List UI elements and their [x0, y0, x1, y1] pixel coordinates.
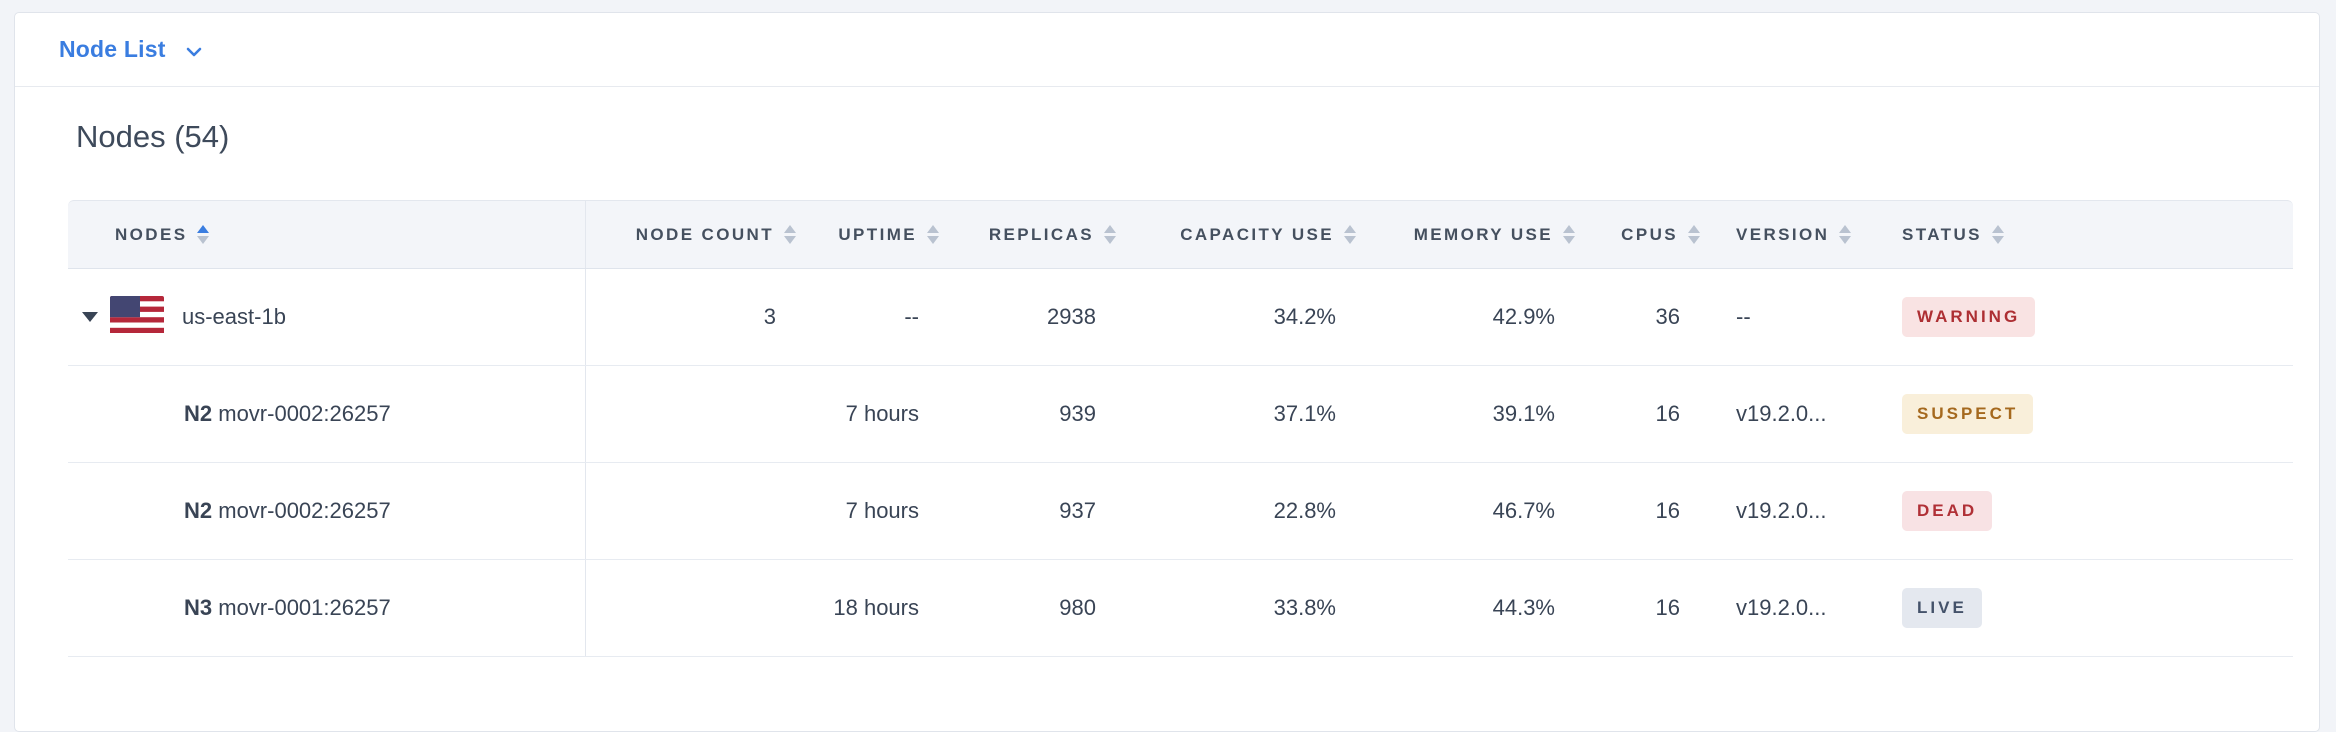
node-row[interactable]: N2 movr-0002:26257 7 hours 939 37.1% 39.…: [68, 366, 2293, 463]
column-header-label: REPLICAS: [988, 224, 1094, 244]
node-list-dropdown[interactable]: Node List: [59, 36, 204, 63]
sort-icon: [1104, 225, 1116, 244]
sort-icon: [1344, 225, 1356, 244]
cpus-cell: 16: [1655, 401, 1680, 426]
column-header-label: MEMORY USE: [1413, 224, 1553, 244]
node-name-cell: N2 movr-0002:26257: [68, 366, 586, 462]
node-name-cell: N3 movr-0001:26257: [68, 560, 586, 656]
column-header-nodes[interactable]: NODES: [68, 201, 586, 268]
node-id: N2: [184, 498, 213, 523]
sort-icon: [197, 225, 210, 244]
node-count-cell: [586, 463, 808, 559]
column-header-memory-use[interactable]: MEMORY USE: [1368, 201, 1587, 268]
column-header-version[interactable]: VERSION: [1712, 201, 1878, 268]
node-address: movr-0001:26257: [218, 595, 391, 620]
collapse-triangle-icon[interactable]: [82, 312, 98, 322]
replicas-cell: 2938: [1047, 304, 1096, 329]
node-row[interactable]: N3 movr-0001:26257 18 hours 980 33.8% 44…: [68, 560, 2293, 657]
node-id: N3: [184, 595, 213, 620]
memory-use-cell: 39.1%: [1492, 401, 1555, 426]
us-flag-icon: [110, 295, 164, 339]
node-id: N2: [184, 401, 213, 426]
sort-icon: [927, 225, 939, 244]
version-cell: v19.2.0...: [1736, 595, 1827, 620]
cpus-cell: 16: [1655, 498, 1680, 523]
region-name-cell: us-east-1b: [68, 269, 586, 365]
node-count-cell: [586, 560, 808, 656]
column-header-label: CAPACITY USE: [1180, 224, 1334, 244]
capacity-use-cell: 22.8%: [1273, 498, 1336, 523]
node-list-card: Node List Nodes (54) NODES NODE COUNT: [14, 12, 2320, 732]
node-count-cell: 3: [763, 304, 776, 329]
memory-use-cell: 46.7%: [1492, 498, 1555, 523]
uptime-cell: 18 hours: [833, 595, 919, 620]
column-header-uptime[interactable]: UPTIME: [808, 201, 951, 268]
status-badge: LIVE: [1902, 588, 1982, 628]
replicas-cell: 980: [1059, 595, 1096, 620]
capacity-use-cell: 34.2%: [1273, 304, 1336, 329]
status-cell: WARNING: [1878, 269, 2293, 365]
column-header-label: CPUS: [1621, 224, 1678, 244]
region-row[interactable]: us-east-1b 3 -- 2938 34.2% 42.9% 36 -- W…: [68, 269, 2293, 366]
memory-use-cell: 44.3%: [1492, 595, 1555, 620]
sort-icon: [1991, 225, 2004, 244]
uptime-cell: 7 hours: [845, 401, 919, 426]
status-badge: WARNING: [1902, 297, 2036, 337]
column-header-status[interactable]: STATUS: [1878, 201, 2293, 268]
replicas-cell: 939: [1059, 401, 1096, 426]
column-header-label: NODE COUNT: [635, 224, 774, 244]
uptime-cell: 7 hours: [845, 498, 919, 523]
cpus-cell: 36: [1655, 304, 1680, 329]
sort-icon: [1563, 225, 1575, 244]
table-header-row: NODES NODE COUNT UPTIME REPLICAS CAPACIT…: [68, 200, 2293, 269]
memory-use-cell: 42.9%: [1492, 304, 1555, 329]
nodes-table: NODES NODE COUNT UPTIME REPLICAS CAPACIT…: [68, 200, 2293, 657]
column-header-capacity-use[interactable]: CAPACITY USE: [1128, 201, 1368, 268]
version-cell: --: [1736, 304, 1751, 329]
column-header-label: VERSION: [1736, 224, 1830, 244]
replicas-cell: 937: [1059, 498, 1096, 523]
status-cell: DEAD: [1878, 463, 2293, 559]
content-area: Nodes (54) NODES NODE COUNT UPTIME REPLI…: [15, 119, 2319, 657]
capacity-use-cell: 33.8%: [1273, 595, 1336, 620]
status-cell: LIVE: [1878, 560, 2293, 656]
version-cell: v19.2.0...: [1736, 401, 1827, 426]
node-name-cell: N2 movr-0002:26257: [68, 463, 586, 559]
column-header-label: UPTIME: [838, 224, 917, 244]
node-count-cell: [586, 366, 808, 462]
node-list-dropdown-label: Node List: [59, 36, 166, 62]
topbar: Node List: [15, 13, 2319, 87]
node-address: movr-0002:26257: [218, 498, 391, 523]
status-cell: SUSPECT: [1878, 366, 2293, 462]
sort-icon: [1688, 225, 1700, 244]
chevron-down-icon: [184, 42, 204, 62]
status-badge: SUSPECT: [1902, 394, 2034, 434]
column-header-label: NODES: [115, 224, 188, 244]
region-name: us-east-1b: [182, 304, 286, 329]
column-header-replicas[interactable]: REPLICAS: [951, 201, 1128, 268]
capacity-use-cell: 37.1%: [1273, 401, 1336, 426]
uptime-cell: --: [904, 304, 919, 329]
node-row[interactable]: N2 movr-0002:26257 7 hours 937 22.8% 46.…: [68, 463, 2293, 560]
page-title: Nodes (54): [76, 119, 230, 154]
sort-icon: [1839, 225, 1852, 244]
status-badge: DEAD: [1902, 491, 1993, 531]
cpus-cell: 16: [1655, 595, 1680, 620]
version-cell: v19.2.0...: [1736, 498, 1827, 523]
node-address: movr-0002:26257: [218, 401, 391, 426]
column-header-label: STATUS: [1902, 224, 1982, 244]
column-header-cpus[interactable]: CPUS: [1587, 201, 1712, 268]
column-header-node-count[interactable]: NODE COUNT: [586, 201, 808, 268]
sort-icon: [784, 225, 796, 244]
